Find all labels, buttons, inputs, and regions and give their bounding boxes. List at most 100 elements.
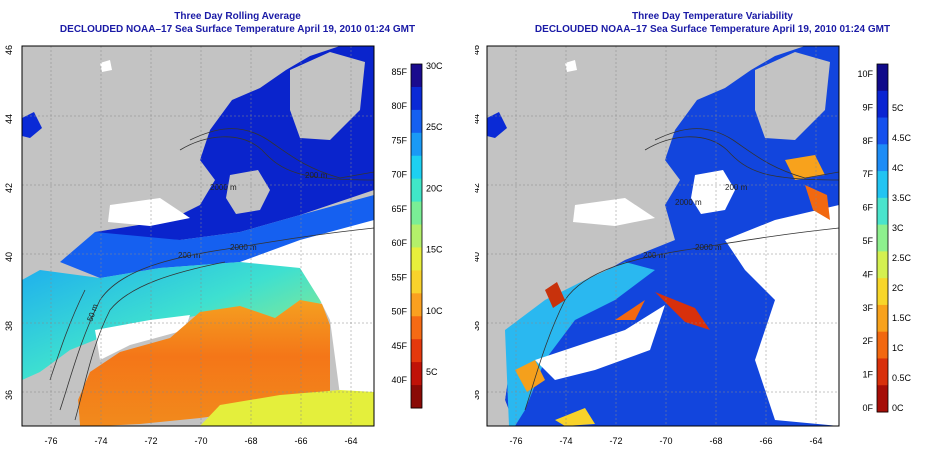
colorbar-tick-f: 45F: [391, 341, 407, 351]
variability-streak: [655, 292, 710, 330]
nodata-region-east: [725, 205, 839, 426]
x-tick-label: -64: [344, 436, 357, 446]
y-tick-label: 36: [4, 390, 14, 400]
depth-contour-2000m-north: [644, 136, 840, 181]
colorbar-tick-f: 80F: [391, 101, 407, 111]
contour-label: 2000 m: [675, 198, 702, 207]
colorbar-swatch: [411, 362, 422, 386]
right-panel: Three Day Temperature Variability DECLOU…: [475, 0, 950, 475]
colorbar-swatch: [411, 385, 422, 409]
colorbar-tick-f: 55F: [391, 272, 407, 282]
variability-streak: [785, 155, 825, 180]
colorbar-swatch: [411, 132, 422, 157]
x-tick-label: -72: [144, 436, 157, 446]
y-tick-label: 40: [4, 252, 14, 262]
depth-contour-2000m-south: [74, 261, 226, 421]
y-tick-label: 42: [4, 183, 14, 193]
x-tick-label: -70: [659, 436, 672, 446]
y-tick-label: 42: [475, 183, 481, 193]
y-axis: 46 44 42 40 38 36: [4, 45, 14, 400]
warm-yellow-band: [200, 390, 374, 426]
variability-streak: [805, 185, 830, 220]
colorbar-swatch: [877, 197, 888, 226]
variability-medium-slope: [505, 262, 655, 426]
x-tick-label: -66: [294, 436, 307, 446]
contour-label: 2000 m: [210, 183, 237, 192]
colorbar-tick-c: 0C: [892, 403, 904, 413]
map-frame: [486, 45, 840, 427]
colorbar-tick-f: 60F: [391, 238, 407, 248]
colorbar-swatch: [877, 224, 888, 252]
colorbar-tick-c: 2.5C: [892, 253, 912, 263]
cloud-patch-coast: [108, 198, 190, 226]
colorbar-swatch: [877, 251, 888, 279]
right-map-svg: 200 m 2000 m 200 m 2000 m -76 -74 -72 -7…: [475, 45, 912, 446]
y-tick-label: 40: [475, 252, 481, 262]
colorbar-tick-f: 8F: [862, 136, 873, 146]
colorbar-swatch: [411, 293, 422, 317]
colorbar-swatch: [411, 316, 422, 340]
cloud-patch-coast: [573, 198, 655, 226]
x-tick-label: -64: [809, 436, 822, 446]
x-axis: -76 -74 -72 -70 -68 -66 -64: [509, 436, 822, 446]
colorbar-tick-c: 20C: [426, 183, 443, 193]
colorbar-tick-f: 9F: [862, 102, 873, 112]
y-tick-label: 46: [4, 45, 14, 55]
ocean-variability-low: [505, 46, 839, 426]
colorbar-tick-c: 3.5C: [892, 193, 912, 203]
colorbar-tick-c: 2C: [892, 283, 904, 293]
contour-label: 200 m: [643, 251, 666, 260]
x-tick-label: -74: [559, 436, 572, 446]
colorbar-tick-c: 25C: [426, 122, 443, 132]
y-tick-label: 38: [4, 321, 14, 331]
depth-contour-50m: [49, 289, 86, 381]
depth-contour-200m: [189, 128, 375, 179]
colorbar-swatch: [877, 385, 888, 413]
colorbar-swatch: [411, 109, 422, 134]
x-tick-label: -74: [94, 436, 107, 446]
colorbar-swatch: [411, 86, 422, 111]
colorbar-swatch: [877, 90, 888, 119]
left-panel: Three Day Rolling Average DECLOUDED NOAA…: [4, 11, 443, 446]
colorbar-tick-f: 2F: [862, 336, 873, 346]
variability-streak: [555, 408, 595, 426]
colorbar-tick-f: 3F: [862, 303, 873, 313]
colorbar-swatch: [877, 304, 888, 333]
ocean-shelf: [60, 195, 374, 278]
x-tick-label: -76: [509, 436, 522, 446]
colorbar-swatch: [411, 247, 422, 271]
colorbar-tick-f: 40F: [391, 375, 407, 385]
colorbar-tick-c: 30C: [426, 61, 443, 71]
depth-contour-2000m-north: [179, 136, 375, 181]
colorbar-swatch: [411, 270, 422, 294]
lake-icon: [565, 60, 577, 72]
lake-icon: [100, 60, 112, 72]
depth-contour-200m: [654, 128, 840, 179]
colorbar-tick-f: 5F: [862, 236, 873, 246]
colorbar-tick-c: 1.5C: [892, 313, 912, 323]
colorbar-swatch: [411, 339, 422, 363]
x-tick-label: -70: [194, 436, 207, 446]
map-frame: [21, 45, 375, 427]
colorbar-swatch: [877, 331, 888, 359]
y-tick-label: 44: [475, 114, 481, 124]
gulf-stream-warm: [78, 300, 330, 426]
colorbar-tick-c: 1C: [892, 343, 904, 353]
grid-lines: [487, 46, 839, 426]
colorbar-swatch: [411, 178, 422, 203]
colorbar-tick-f: 50F: [391, 307, 407, 317]
colorbar-swatch: [411, 64, 422, 88]
colorbar-swatch: [877, 64, 888, 92]
variability-streak: [615, 300, 645, 320]
right-title: Three Day Temperature Variability: [632, 11, 793, 22]
colorbar-tick-f: 1F: [862, 370, 873, 380]
colorbar-tick-c: 10C: [426, 306, 443, 316]
colorbar-tick-c: 4.5C: [892, 133, 912, 143]
colorbar-tick-f: 4F: [862, 269, 873, 279]
depth-contour-shelf-edge: [59, 227, 375, 411]
contour-label: 200 m: [305, 171, 328, 180]
x-tick-label: -68: [709, 436, 722, 446]
left-colorbar: 85F 80F 75F 70F 65F 60F 55F 50F 45F 40F 30C 25C 20C 1…: [391, 61, 443, 409]
colorbar-tick-f: 0F: [862, 403, 873, 413]
colorbar-swatch: [411, 201, 422, 226]
